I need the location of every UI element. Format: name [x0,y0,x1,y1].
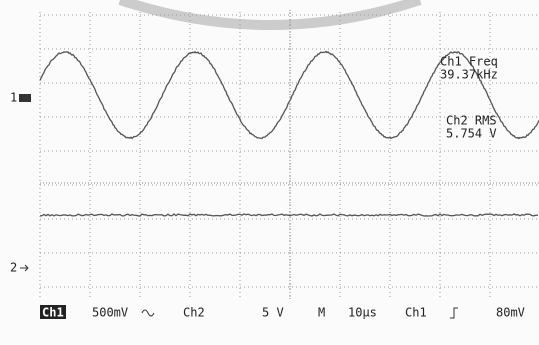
status-ch1-scale: 500mV [92,306,128,320]
glare [120,0,420,25]
readout-value: 39.37kHz [440,68,498,82]
display: 1 2 Ch1 Freq 39.37kHz Ch2 RMS 5.754 V Ch… [0,0,539,345]
status-ch2: Ch2 [183,306,205,320]
status-timebase: 10µs [348,306,377,320]
status-trigger-source: Ch1 [405,306,427,320]
trigger-slope-icon [450,308,458,318]
status-ch2-scale: 5 V [262,306,284,320]
oscilloscope-screen: 1 2 Ch1 Freq 39.37kHz Ch2 RMS 5.754 V Ch… [0,0,539,345]
status-ch1: Ch1 [42,306,64,320]
ch1-marker-arrow [19,94,31,102]
status-timebase-label: M [318,306,325,320]
ch1-marker: 1 [10,91,17,105]
coupling-icon [142,310,154,316]
ch2-waveform [40,214,538,216]
ch2-marker: 2 [10,261,17,275]
readout-value: 5.754 V [446,127,497,141]
ch2-marker-arrow [20,265,28,271]
readout-label: Ch1 Freq [440,55,498,69]
status-trigger-level: 80mV [496,306,525,320]
readout-label: Ch2 RMS [446,114,497,128]
